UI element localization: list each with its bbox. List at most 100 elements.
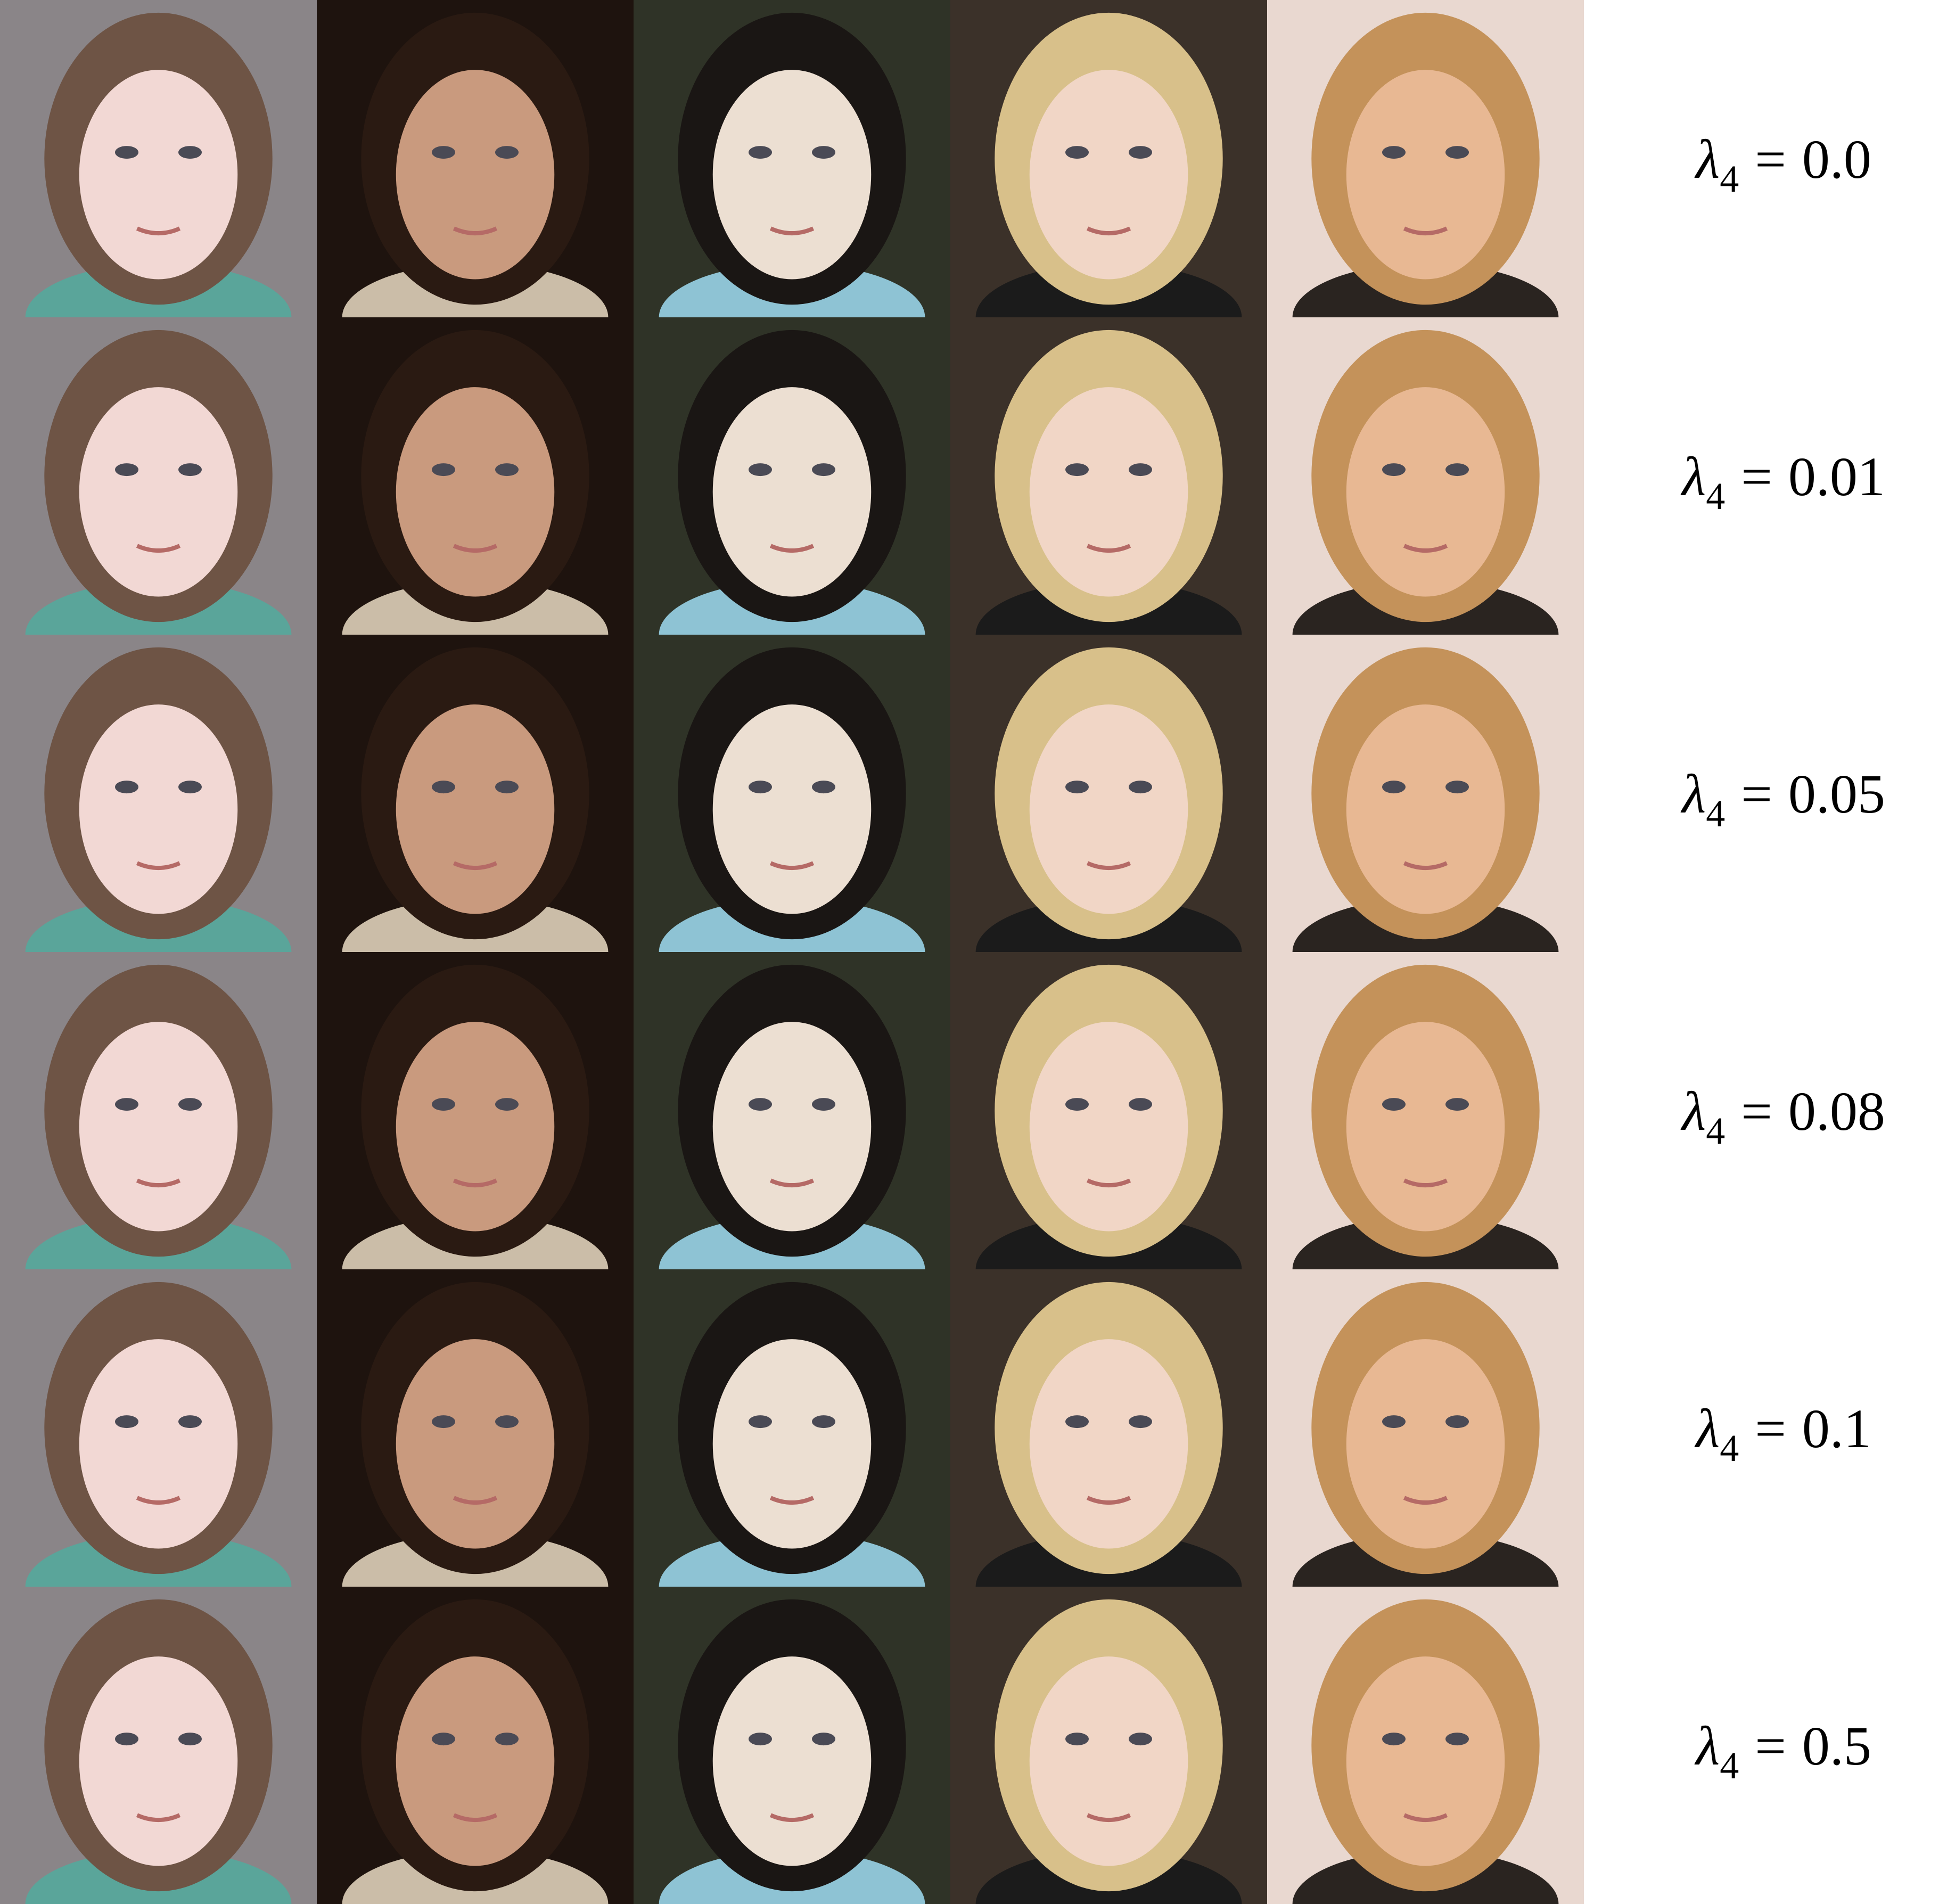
eye — [1445, 146, 1469, 159]
eye — [115, 1098, 138, 1111]
mouth — [1086, 544, 1131, 553]
face-photo — [1267, 1269, 1584, 1641]
eye — [115, 1415, 138, 1429]
relation: = — [1741, 764, 1772, 825]
eye — [495, 1415, 519, 1429]
face-photo — [950, 635, 1267, 1006]
face-photo — [634, 1269, 950, 1641]
lambda-symbol: λ — [1680, 1081, 1706, 1142]
row-label: λ4 = 0.08 — [1680, 1081, 1885, 1152]
face-photo — [0, 317, 317, 689]
row-label: λ4 = 0.1 — [1694, 1398, 1871, 1470]
eye — [749, 1733, 772, 1746]
face — [79, 1339, 238, 1549]
eye — [495, 781, 519, 794]
face-photo — [317, 0, 634, 372]
row-label: λ4 = 0.05 — [1680, 764, 1885, 835]
eye — [432, 1415, 455, 1429]
face-photo — [0, 635, 317, 1006]
face — [396, 1656, 555, 1866]
face — [712, 704, 872, 914]
eye — [812, 463, 835, 477]
mouth — [1086, 1813, 1131, 1823]
eye — [812, 1733, 835, 1746]
face — [79, 387, 238, 597]
face — [712, 1656, 872, 1866]
face-photo — [950, 952, 1267, 1324]
face-photo — [317, 952, 634, 1324]
eye — [1065, 781, 1089, 794]
eye — [749, 1415, 772, 1429]
face — [1029, 1656, 1188, 1866]
eye — [1129, 781, 1152, 794]
eye — [178, 781, 202, 794]
face — [79, 70, 238, 280]
relation: = — [1755, 1398, 1786, 1459]
relation: = — [1755, 1716, 1786, 1777]
mouth — [1403, 226, 1448, 236]
lambda-index: 4 — [1706, 792, 1725, 835]
lambda-index: 4 — [1720, 158, 1739, 200]
mouth — [453, 1496, 498, 1505]
face — [79, 704, 238, 914]
lambda-value: 0.0 — [1802, 129, 1871, 190]
mouth — [769, 1496, 815, 1505]
lambda-value: 0.05 — [1788, 764, 1885, 825]
face — [396, 1339, 555, 1549]
mouth — [136, 1178, 181, 1188]
lambda-value: 0.08 — [1788, 1081, 1885, 1142]
eye — [1129, 463, 1152, 477]
eye — [1065, 146, 1089, 159]
face — [79, 1022, 238, 1232]
face-photo — [1267, 952, 1584, 1324]
eye — [432, 146, 455, 159]
eye — [749, 781, 772, 794]
mouth — [769, 1813, 815, 1823]
eye — [432, 781, 455, 794]
eye — [1382, 1733, 1406, 1746]
lambda-index: 4 — [1720, 1427, 1739, 1470]
eye — [812, 146, 835, 159]
eye — [812, 1098, 835, 1111]
mouth — [136, 544, 181, 553]
face-photo — [317, 1587, 634, 1904]
lambda-symbol: λ — [1680, 446, 1706, 507]
eye — [1129, 146, 1152, 159]
eye — [178, 146, 202, 159]
mouth — [1403, 1178, 1448, 1188]
lambda-value: 0.01 — [1788, 446, 1885, 507]
face-photo — [0, 952, 317, 1324]
eye — [1129, 1733, 1152, 1746]
face-photo — [1267, 635, 1584, 1006]
mouth — [1403, 861, 1448, 871]
eye — [1382, 1098, 1406, 1111]
eye — [1065, 463, 1089, 477]
face — [1346, 387, 1505, 597]
eye — [1129, 1098, 1152, 1111]
face — [1346, 1339, 1505, 1549]
lambda-index: 4 — [1720, 1744, 1739, 1787]
face-photo — [634, 952, 950, 1324]
face-photo — [950, 1269, 1267, 1641]
eye — [749, 146, 772, 159]
mouth — [453, 1813, 498, 1823]
face-photo — [317, 317, 634, 689]
face — [396, 704, 555, 914]
eye — [495, 1733, 519, 1746]
eye — [432, 1098, 455, 1111]
mouth — [1086, 861, 1131, 871]
eye — [115, 463, 138, 477]
eye — [1382, 146, 1406, 159]
eye — [115, 146, 138, 159]
mouth — [1403, 1813, 1448, 1823]
mouth — [769, 861, 815, 871]
eye — [1382, 463, 1406, 477]
mouth — [136, 861, 181, 871]
face — [1346, 1022, 1505, 1232]
mouth — [769, 1178, 815, 1188]
face — [396, 1022, 555, 1232]
lambda-symbol: λ — [1694, 1716, 1720, 1777]
eye — [178, 463, 202, 477]
face-photo — [634, 317, 950, 689]
